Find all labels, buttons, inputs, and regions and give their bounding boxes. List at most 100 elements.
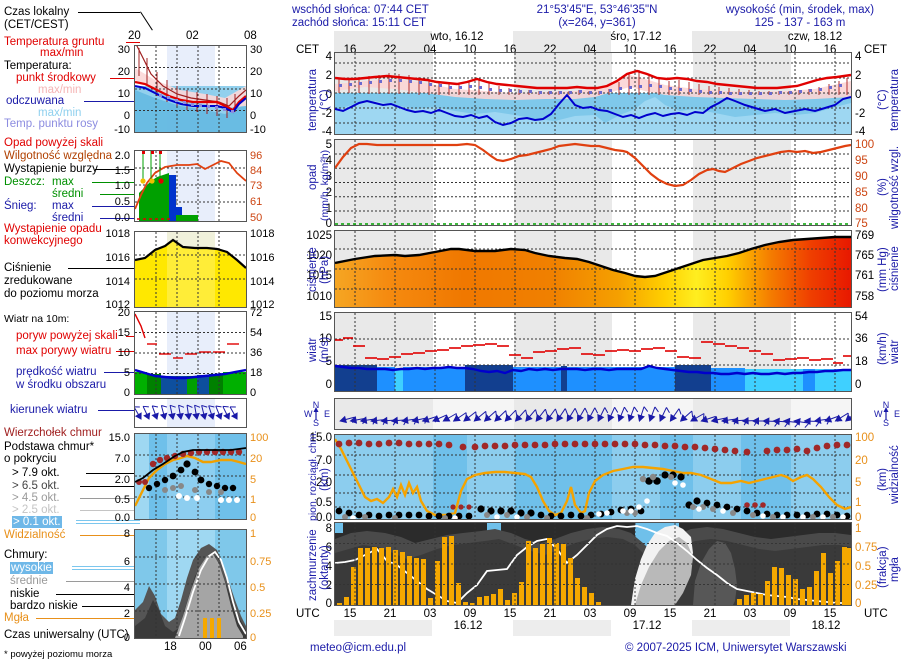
legend-cloud-high: wysokie <box>10 562 53 574</box>
sunrise-label: wschód słońca: 07:44 CET <box>292 4 429 16</box>
legend-okt-45: > 4.5 okt. <box>12 492 60 504</box>
utc-tick-10: 03 <box>743 608 757 620</box>
panel-precipitation-humidity <box>334 139 852 226</box>
legend-windr-ax-1: 54 <box>250 327 263 339</box>
legend-cloud-ax-2: 2.0 <box>114 474 130 486</box>
main-chart-area: wschód słońca: 07:44 CET zachód słońca: … <box>292 0 910 636</box>
legend-cloudr-ax-3: 1 <box>250 494 257 506</box>
legend-okt-25: > 2.5 okt. <box>12 504 60 516</box>
press-ylabel-unit: (hPa) <box>319 255 331 285</box>
legend-fog: Mgła <box>4 612 29 624</box>
legend-mini-temperature <box>134 45 247 133</box>
pressr-ylabel-name: ciśnienie <box>889 246 901 292</box>
press-ax-3: 1010 <box>306 291 332 303</box>
cloud-ax-2: 2.0 <box>316 477 332 489</box>
press-ax-2: 1015 <box>306 270 332 282</box>
legend-cloudr-ax-4: 0 <box>250 512 257 524</box>
cover-ax-1: 6 <box>325 542 332 554</box>
wind-ax-3: 0 <box>325 379 332 391</box>
legend-precip-ax-3: 0.5 <box>114 196 130 208</box>
legend-top-tick-1: 02 <box>186 30 199 42</box>
legend-rain: Deszcz: <box>4 176 45 188</box>
legend-cloud-mid: średnie <box>10 575 48 587</box>
legend-cloudr-ax-0: 100 <box>250 432 269 444</box>
elevation-label: wysokość (min, środek, max) <box>725 4 875 16</box>
temp-ax-r-3: -2 <box>855 108 866 120</box>
legend-localtime-line1: Czas lokalny <box>4 6 70 18</box>
legend-pressure-line2: zredukowane <box>4 275 73 287</box>
hum-ax-4: 80 <box>855 203 868 215</box>
gridpoint-label: (x=264, y=361) <box>558 17 636 29</box>
utc-tick-0: 15 <box>343 608 357 620</box>
legend-conv-line1: Wystąpienie opadu <box>4 223 102 235</box>
legend-press-ax-3: 1012 <box>105 299 130 311</box>
utc-day-1: 17.12 <box>632 620 662 632</box>
temp-ylabel-right-unit: (°C) <box>877 89 889 111</box>
legend-press-ax-0: 1018 <box>105 228 130 240</box>
legend-okt-65: > 6.5 okt. <box>12 480 60 492</box>
svg-text:E: E <box>324 409 330 419</box>
utc-tick-8: 15 <box>663 608 677 620</box>
panel-wind-direction <box>334 398 852 430</box>
legend-cloud-top: Wierzchołek chmur <box>4 427 102 439</box>
hum-ax-0: 100 <box>855 139 875 151</box>
compass-rose-left: N W E S <box>302 400 330 428</box>
legend-temp-mid-maxmin: max/min <box>38 84 82 96</box>
wind-ax-2: 5 <box>325 356 332 368</box>
day-label-1: śro, 17.12 <box>610 31 662 43</box>
legend-temp-felt: odczuwana <box>6 95 65 107</box>
legend-temp-ax-0: 30 <box>117 44 130 56</box>
temp-ax-l-2: 0 <box>325 89 332 101</box>
hum-ylabel-unit: (%) <box>877 178 889 197</box>
compass-rose-right: N W E S <box>872 400 900 428</box>
temp-ax-l-4: -4 <box>321 126 332 138</box>
legend-bot-tick-0: 18 <box>164 641 177 653</box>
cover-ax-0: 8 <box>325 523 332 535</box>
fog-ylabel-unit: (frakcja) <box>877 546 889 589</box>
legend-coverr-ax-0: 1 <box>250 528 257 540</box>
cloudr-ax-2: 5 <box>855 477 862 489</box>
coverr-ax-4: 0 <box>855 598 862 610</box>
day-label-2: czw, 18.12 <box>787 31 843 43</box>
legend-cloud-ax-4: 0.0 <box>114 512 130 524</box>
legend-temp-axr-1: 20 <box>250 66 263 78</box>
legend-ground-temp: Temperatura gruntu <box>4 36 105 48</box>
svg-text:S: S <box>883 418 889 428</box>
legend-coverr-ax-1: 0.75 <box>250 556 272 568</box>
legend-cloud-verylow: bardzo niskie <box>10 600 78 612</box>
temp-ylabel-right-name: temperatura <box>889 69 901 132</box>
cloudr-ax-4: 0 <box>855 512 862 524</box>
legend-okt-79: > 7.9 okt. <box>12 467 60 479</box>
precip-ax-0: 5 <box>325 139 332 151</box>
legend-windr-ax-4: 0 <box>250 387 257 399</box>
legend-okt-01: > 0.1 okt. <box>12 516 62 528</box>
utc-tick-9: 21 <box>703 608 717 620</box>
legend-rain-avg: średni <box>52 188 84 200</box>
vis-ylabel-unit: (km) <box>877 468 889 492</box>
footer-email[interactable]: meteo@icm.edu.pl <box>310 642 407 654</box>
press-ax-0: 1025 <box>306 230 332 242</box>
utc-label-right: UTC <box>864 608 888 620</box>
legend-temp-mid: punkt środkowy <box>16 72 96 84</box>
pressr-ax-1: 765 <box>855 250 875 262</box>
legend-coverr-ax-3: 0.25 <box>250 608 272 620</box>
legend-temp-ax-1: 20 <box>117 66 130 78</box>
utc-tick-12: 15 <box>823 608 837 620</box>
cloudr-ax-3: 1 <box>855 497 862 509</box>
cover-ax-3: 2 <box>325 580 332 592</box>
panel-pressure <box>334 230 852 308</box>
legend-temp-axr-4: -10 <box>250 124 266 136</box>
legend-cloud-base-line2: o pokryciu <box>4 453 57 465</box>
legend-precip-over: Opad powyżej skali <box>4 137 104 149</box>
precip-ax-3: 2 <box>325 187 332 199</box>
legend-cloud-ax-0: 15.0 <box>108 432 130 444</box>
hum-ax-2: 90 <box>855 171 868 183</box>
legend-windspeed-line2: w środku obszaru <box>16 379 107 391</box>
legend-hum-ax-2: 73 <box>250 180 263 192</box>
temp-ax-r-2: 0 <box>855 89 862 101</box>
cover-ylabel-unit: (oktanty) <box>319 545 331 590</box>
legend-clouds-head: Chmury: <box>4 549 48 561</box>
temp-ax-r-1: 2 <box>855 70 862 82</box>
legend-cloud-ax-3: 0.5 <box>114 494 130 506</box>
sunset-label: zachód słońca: 15:11 CET <box>292 17 427 29</box>
